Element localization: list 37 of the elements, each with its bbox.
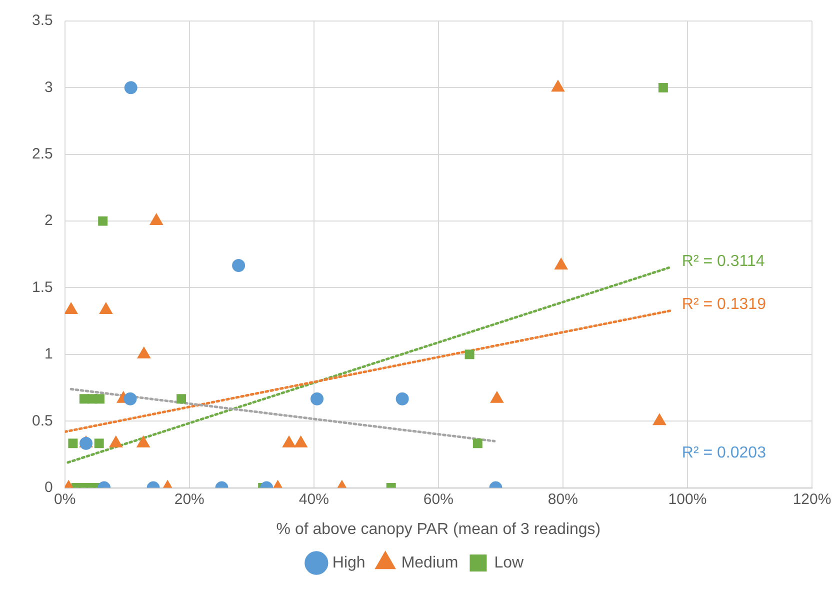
x-tick-label: 0% (54, 490, 76, 508)
y-tick-label: 3.5 (32, 12, 53, 30)
point (136, 436, 150, 448)
point (658, 82, 668, 92)
legend-label: Medium (401, 554, 458, 572)
annotation: R² = 0.0203 (682, 444, 766, 462)
annotation: R² = 0.1319 (682, 296, 766, 313)
legend-label: Low (494, 554, 524, 572)
point (554, 258, 568, 270)
x-axis-title: % of above canopy PAR (mean of 3 readings) (276, 520, 601, 538)
x-tick-label: 40% (298, 490, 329, 508)
point (150, 214, 163, 226)
x-tick-label: 80% (548, 490, 578, 508)
y-tick-label: 1 (44, 346, 53, 363)
point (652, 414, 666, 426)
legend-label: High (332, 554, 366, 572)
point (490, 391, 504, 403)
annotation: R² = 0.3114 (682, 253, 765, 270)
point (124, 81, 138, 94)
y-tick-label: 2.5 (32, 146, 53, 163)
x-tick-label: 120% (792, 490, 832, 508)
y-tick-label: 1.5 (32, 278, 53, 296)
y-tick-label: 2 (44, 212, 53, 230)
point (99, 302, 113, 314)
y-tick-label: 0 (44, 478, 53, 496)
x-tick-label: 60% (423, 490, 454, 508)
point (232, 258, 246, 272)
point (294, 436, 308, 448)
point (64, 302, 78, 314)
x-tick-label: 20% (174, 490, 204, 508)
x-tick-label: 100% (668, 490, 707, 508)
y-tick-label: 0.5 (32, 412, 53, 430)
point (98, 216, 108, 226)
point (282, 436, 296, 448)
y-tick-label: 3 (44, 78, 53, 96)
point (109, 436, 122, 448)
point (137, 346, 150, 358)
